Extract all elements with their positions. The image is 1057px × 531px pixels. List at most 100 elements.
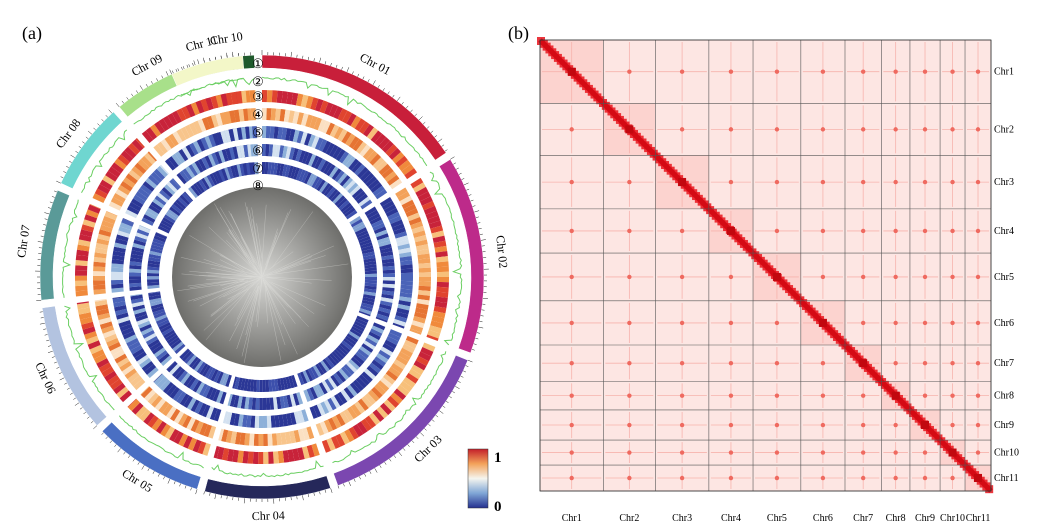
- track-ring-4: [94, 298, 146, 391]
- ideogram-block: [204, 475, 331, 500]
- gc-line-track: [261, 76, 428, 167]
- hic-row-label: Chr6: [994, 318, 1014, 329]
- hic-grid: [539, 39, 992, 492]
- gc-line-track: [332, 351, 447, 464]
- track-ring-3: [262, 90, 418, 180]
- track-ring-6: [176, 149, 227, 185]
- track-ring-6: [364, 206, 395, 323]
- panel-a-label: (a): [22, 23, 42, 44]
- ring-label-5: ⑤: [252, 125, 264, 140]
- track-ring-5: [379, 196, 413, 329]
- gc-line-track: [61, 199, 79, 298]
- ring-label-1: ①: [252, 56, 264, 71]
- hic-col-label: Chr8: [886, 513, 906, 524]
- hic-col-label: Chr2: [619, 513, 639, 524]
- colorbar-min-label: 0: [494, 499, 502, 515]
- center-mycelium-image: [172, 187, 352, 367]
- track-ring-5: [200, 126, 250, 151]
- hic-col-label: Chr1: [562, 513, 582, 524]
- chromosome-label: Chr 01: [357, 50, 393, 78]
- hic-row-label: Chr11: [994, 473, 1019, 484]
- chromosome-chr-02: Chr 02: [349, 156, 511, 354]
- track-ring-5: [111, 217, 135, 293]
- track-ring-5: [112, 296, 159, 379]
- gc-line-track: [210, 77, 255, 88]
- chromosome-chr-08: Chr 08: [53, 109, 194, 234]
- track-ring-5: [262, 126, 388, 200]
- chromosome-label: Chr 10: [209, 29, 244, 48]
- chromosome-label: Chr 02: [493, 235, 510, 269]
- ideogram-block: [41, 305, 108, 426]
- hic-row-label: Chr9: [994, 420, 1014, 431]
- chromosome-label: Chr 04: [252, 508, 285, 523]
- track-ring-5: [309, 329, 403, 419]
- track-ring-7: [349, 216, 377, 317]
- hic-row-label: Chr3: [994, 177, 1014, 188]
- track-ring-3: [321, 342, 436, 453]
- chromosome-label: Chr 06: [32, 360, 59, 396]
- gc-line-track: [81, 129, 128, 194]
- track-ring-6: [227, 392, 304, 411]
- chromosome-label: Chr 11: [184, 33, 219, 55]
- hic-row-label: Chr8: [994, 391, 1014, 402]
- hic-row-label: Chr10: [994, 448, 1019, 459]
- chromosome-label: Chr 08: [53, 116, 84, 151]
- track-ring-5: [125, 164, 169, 219]
- gc-line-track: [180, 78, 243, 97]
- hic-row-label: Chr2: [994, 124, 1014, 135]
- ring-label-3: ③: [252, 89, 264, 104]
- chromosome-label: Chr 09: [129, 51, 165, 79]
- chromosome-chr-11: Chr 11: [169, 33, 254, 183]
- hic-col-label: Chr4: [721, 513, 741, 524]
- hic-col-label: Chr5: [767, 513, 787, 524]
- track-ring-4: [108, 151, 157, 211]
- hic-col-label: Chr9: [915, 513, 935, 524]
- ring-label-2: ②: [252, 74, 264, 89]
- colorbar-gradient: [467, 448, 489, 509]
- colorbar: 1 0: [467, 448, 502, 515]
- chromosome-chr-04: Chr 04: [203, 374, 333, 523]
- ring-label-7: ⑦: [252, 161, 264, 176]
- colorbar-max-label: 1: [494, 450, 502, 466]
- track-ring-6: [303, 322, 386, 402]
- track-ring-6: [141, 178, 182, 226]
- gc-line-track: [133, 87, 203, 125]
- chromosome-chr-01: Chr 01: [261, 50, 448, 220]
- track-ring-7: [147, 232, 168, 290]
- track-ring-7: [148, 291, 186, 354]
- hic-col-label: Chr11: [966, 513, 991, 524]
- track-ring-4: [315, 335, 419, 436]
- hic-col-label: Chr7: [853, 513, 873, 524]
- track-ring-7: [179, 348, 232, 387]
- gc-line-track: [118, 415, 204, 469]
- hic-row-label: Chr7: [994, 358, 1014, 369]
- hic-row-label: Chr4: [994, 226, 1014, 237]
- hic-row-label: Chr1: [994, 67, 1014, 78]
- gc-line-track: [429, 171, 463, 346]
- track-ring-3: [75, 203, 101, 297]
- gc-line-track: [64, 305, 115, 411]
- track-ring-4: [93, 210, 118, 295]
- chromosome-label: Chr 07: [14, 224, 33, 259]
- track-ring-3: [92, 138, 145, 204]
- ideogram-block: [39, 189, 70, 301]
- track-ring-7: [215, 162, 254, 183]
- chromosome-chr-05: Chr 05: [101, 348, 232, 495]
- track-ring-3: [76, 301, 132, 403]
- ring-label-6: ⑥: [252, 143, 264, 158]
- hic-col-label: Chr3: [672, 513, 692, 524]
- track-ring-7: [157, 191, 194, 234]
- ideogram-block: [60, 111, 123, 190]
- gc-line-track: [211, 459, 324, 478]
- panel-b-label: (b): [508, 23, 529, 44]
- center-texture: [177, 202, 349, 363]
- track-ring-4: [140, 386, 217, 439]
- ring-label-4: ④: [252, 107, 264, 122]
- track-ring-6: [130, 293, 173, 366]
- chromosome-label: Chr 05: [120, 466, 155, 495]
- ideogram-block: [101, 421, 202, 490]
- track-ring-4: [218, 426, 315, 446]
- track-ring-6: [262, 144, 373, 210]
- chromosome-chr-03: Chr 03: [297, 315, 473, 489]
